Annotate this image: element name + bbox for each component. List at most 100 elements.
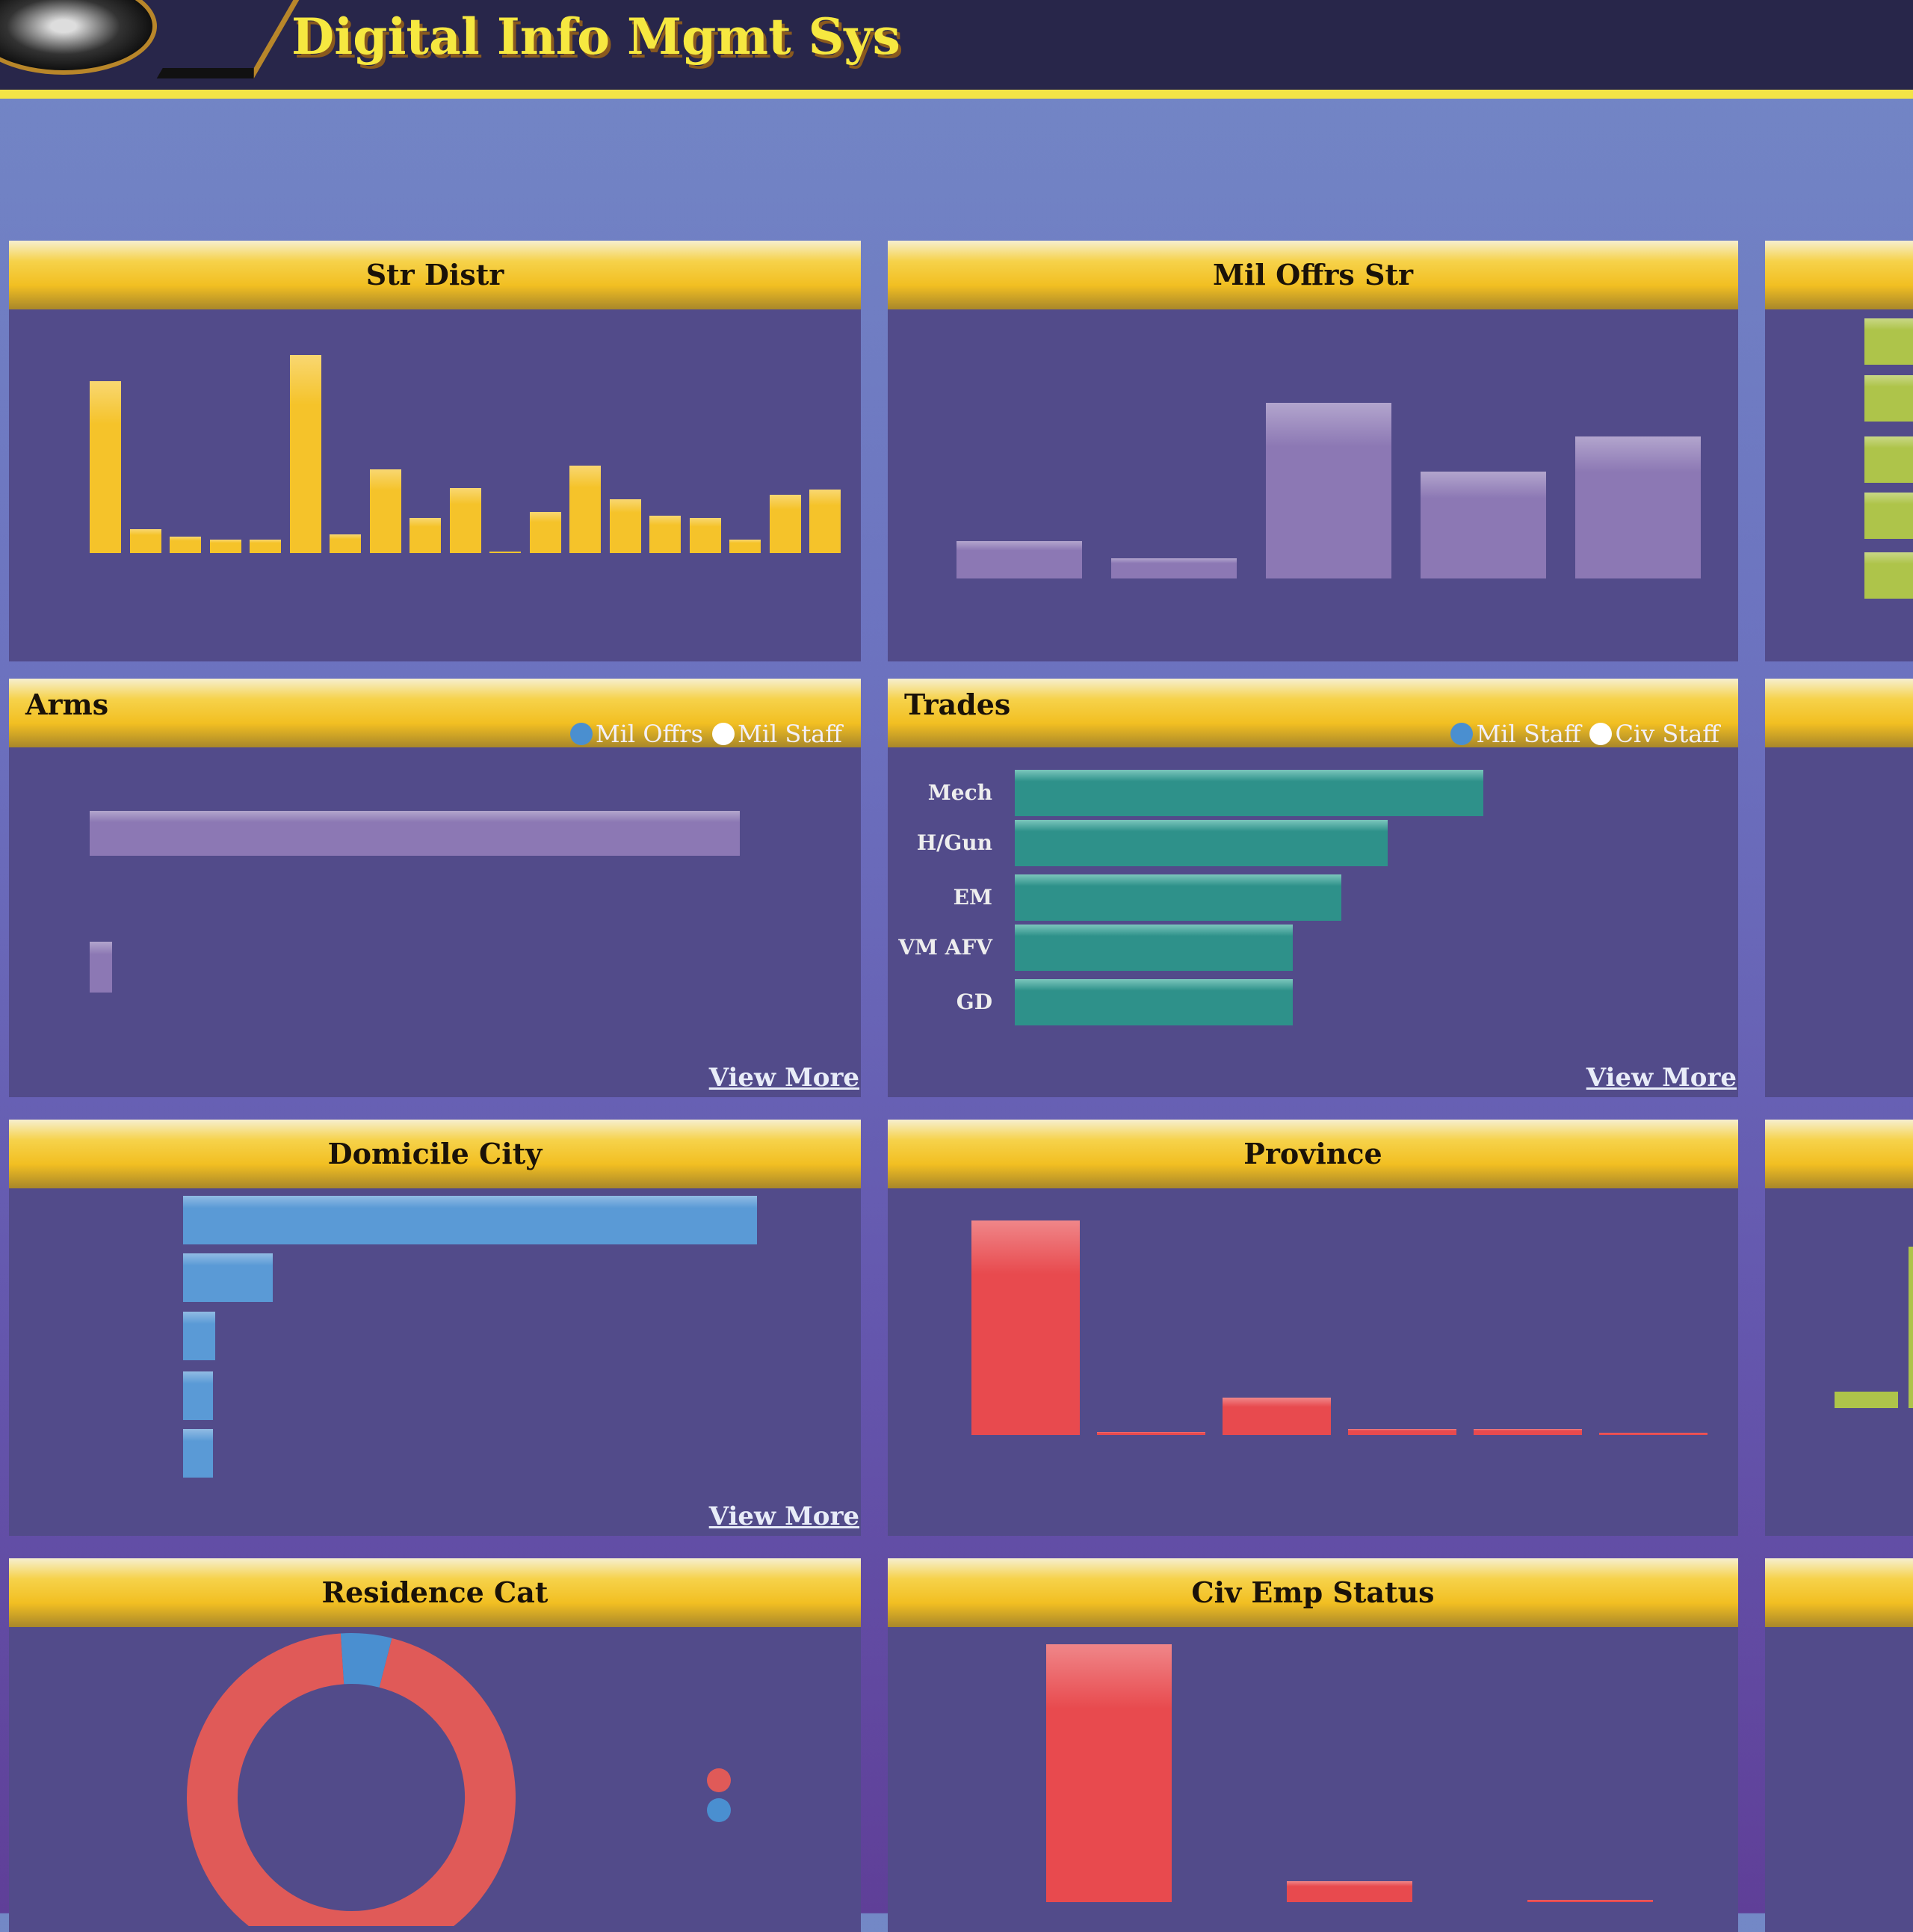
- bar: [1015, 979, 1293, 1025]
- bar: [729, 540, 761, 553]
- bar: [1421, 472, 1546, 578]
- bar: [1097, 1432, 1205, 1435]
- panel-residence-cat: Residence Cat: [9, 1558, 861, 1932]
- view-more-link[interactable]: View More: [1586, 1063, 1737, 1093]
- bar: [1474, 1429, 1582, 1435]
- bar: [183, 1253, 273, 1302]
- bar: [90, 811, 740, 856]
- panel-title: Residence Cat: [9, 1558, 861, 1627]
- bar: [689, 518, 721, 553]
- chart-mil-offrs-str: [888, 309, 1738, 661]
- panel-header: Arms Mil Offrs Mil Staff: [9, 679, 861, 747]
- panel-str-distr: Str Distr: [9, 241, 861, 661]
- legend-label[interactable]: Mil Staff: [1476, 720, 1581, 748]
- chart-residence-cat: [187, 1633, 731, 1926]
- chart-trades: Mech H/Gun EM VM AFV GD: [888, 747, 1738, 1097]
- bar: [1015, 820, 1388, 866]
- panel-trades: Trades Mil Staff Civ Staff Mech H/Gun EM VM …: [888, 679, 1738, 1097]
- bar: [1864, 493, 1913, 539]
- category-label: H/Gun: [916, 830, 992, 855]
- bar: [809, 490, 841, 553]
- panel-header: [1765, 1558, 1913, 1627]
- bar: [410, 518, 441, 553]
- bar: [369, 469, 401, 553]
- bar: [209, 540, 241, 553]
- bar: [769, 495, 801, 553]
- bar: [1287, 1881, 1412, 1902]
- panel-title: Arms: [25, 688, 109, 721]
- bar: [289, 355, 321, 553]
- legend: Mil Staff Civ Staff: [1441, 720, 1719, 747]
- panel-title: Domicile City: [9, 1120, 861, 1188]
- bar: [1046, 1644, 1172, 1902]
- chart-str-distr: [9, 309, 861, 661]
- panel-mil-offrs-str: Mil Offrs Str: [888, 241, 1738, 661]
- axis-line: [1909, 1247, 1913, 1408]
- view-more-link[interactable]: View More: [708, 1063, 859, 1093]
- legend-radio-mil-staff[interactable]: [712, 723, 735, 745]
- panel-header: [1765, 241, 1913, 309]
- bar: [1015, 874, 1341, 921]
- bar: [1599, 1433, 1708, 1435]
- category-label: VM AFV: [898, 935, 992, 960]
- panel-title: Civ Emp Status: [888, 1558, 1738, 1627]
- legend-label[interactable]: Civ Staff: [1615, 720, 1719, 748]
- legend-label[interactable]: Mil Offrs: [595, 720, 703, 748]
- bar: [1348, 1429, 1456, 1435]
- panel-arms: Arms Mil Offrs Mil Staff View More: [9, 679, 861, 1097]
- bar: [1575, 436, 1701, 578]
- bar: [1864, 552, 1913, 599]
- legend-dot[interactable]: [707, 1768, 731, 1792]
- panel-col3-row2: [1765, 679, 1913, 1097]
- panel-province: Province: [888, 1120, 1738, 1536]
- bar: [183, 1196, 757, 1244]
- chart-province: [888, 1188, 1738, 1536]
- bar: [90, 381, 121, 553]
- bar: [1864, 318, 1913, 365]
- category-label: EM: [953, 885, 992, 910]
- panel-col3-row4: [1765, 1558, 1913, 1932]
- category-label: Mech: [927, 780, 992, 805]
- bar: [1015, 770, 1483, 816]
- panel-domicile-city: Domicile City View More: [9, 1120, 861, 1536]
- bar: [956, 541, 1082, 578]
- panel-header: Trades Mil Staff Civ Staff: [888, 679, 1738, 747]
- legend-dot[interactable]: [707, 1798, 731, 1822]
- bar: [1864, 375, 1913, 422]
- chart-partial: [1765, 309, 1913, 661]
- bar: [90, 942, 112, 993]
- logo-mark: [156, 0, 300, 78]
- panel-title: Str Distr: [9, 241, 861, 309]
- bar: [449, 488, 481, 553]
- bar: [489, 552, 521, 553]
- legend-radio-mil-offrs[interactable]: [569, 723, 593, 745]
- emblem-logo: [0, 0, 157, 75]
- bar: [1015, 925, 1293, 971]
- chart-civ-emp-status: [888, 1627, 1738, 1932]
- bar: [1864, 436, 1913, 483]
- legend-radio-civ-staff[interactable]: [1589, 723, 1613, 745]
- panel-title: Mil Offrs Str: [888, 241, 1738, 309]
- legend-radio-mil-staff[interactable]: [1450, 723, 1474, 745]
- chart-arms: [9, 747, 861, 1097]
- bar: [250, 540, 281, 553]
- app-title: Digital Info Mgmt Sys: [291, 7, 900, 66]
- bar: [609, 499, 641, 553]
- view-more-link[interactable]: View More: [708, 1502, 859, 1531]
- donut-slice: [187, 1633, 516, 1926]
- panel-civ-emp-status: Civ Emp Status: [888, 1558, 1738, 1932]
- legend-label[interactable]: Mil Staff: [738, 720, 842, 748]
- bar: [183, 1371, 213, 1420]
- panel-header: [1765, 679, 1913, 747]
- legend: Mil Offrs Mil Staff: [561, 720, 842, 747]
- donut-slice: [340, 1633, 392, 1688]
- bar: [649, 516, 681, 553]
- bar: [1111, 558, 1237, 578]
- panel-col3-row1: [1765, 241, 1913, 661]
- app-header: Digital Info Mgmt Sys: [0, 0, 1913, 99]
- bar: [569, 466, 601, 553]
- bar: [529, 512, 561, 553]
- bar: [1527, 1900, 1653, 1902]
- bar: [170, 537, 201, 553]
- bar: [129, 529, 161, 553]
